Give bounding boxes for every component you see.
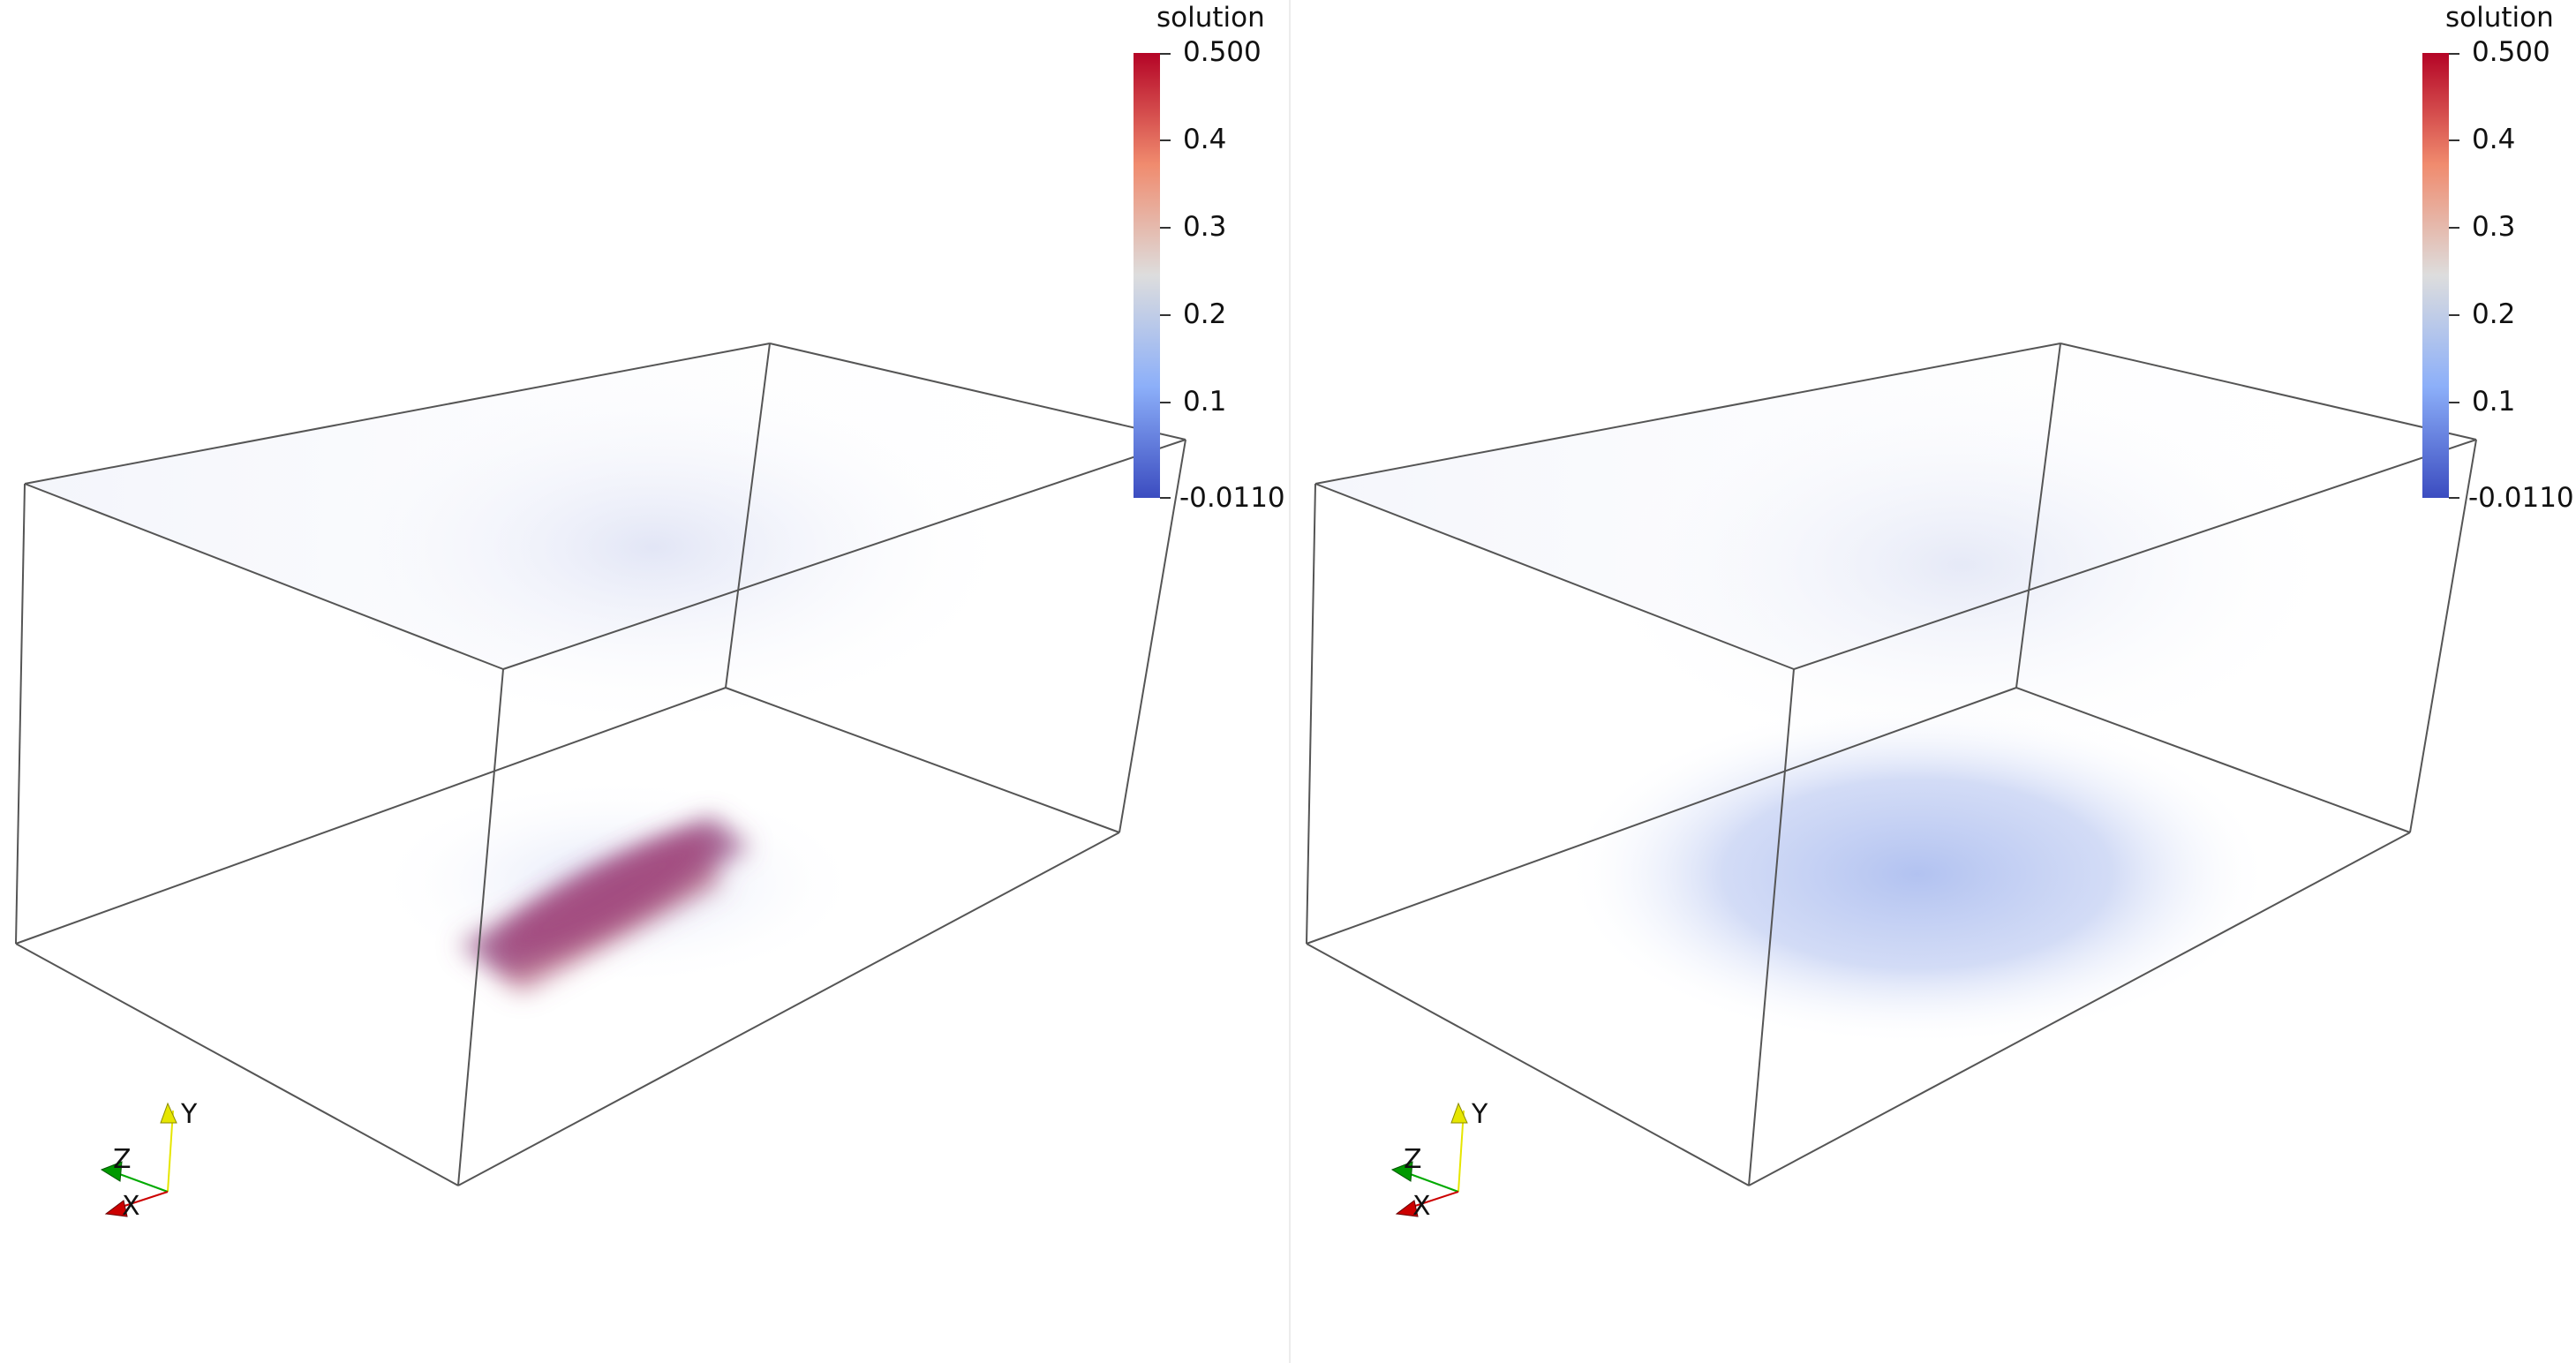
x-axis-arrow-icon bbox=[1395, 1200, 1419, 1217]
colorbar-tick bbox=[1160, 227, 1171, 229]
colorbar-label: 0.1 bbox=[2472, 386, 2516, 418]
colorbar-title: solution bbox=[2445, 2, 2554, 34]
colorbar-tick bbox=[2449, 53, 2459, 55]
colorbar-label: 0.2 bbox=[1183, 298, 1227, 330]
y-axis-arrow-icon bbox=[160, 1102, 177, 1124]
colorbar-tick bbox=[1160, 402, 1171, 403]
y-axis-label: Y bbox=[1471, 1099, 1488, 1130]
haze-region bbox=[282, 362, 1024, 733]
orientation-axes: Y Z X bbox=[1390, 1099, 1488, 1222]
z-axis-label: Z bbox=[113, 1144, 132, 1175]
colorbar-tick bbox=[1160, 314, 1171, 316]
colorbar bbox=[2422, 53, 2449, 498]
x-axis-arrow-icon bbox=[104, 1200, 128, 1217]
colorbar-label-min: -0.0110 bbox=[1179, 482, 1285, 514]
colorbar-tick bbox=[2449, 139, 2459, 141]
z-axis-arrow-icon bbox=[100, 1161, 123, 1182]
colorbar-tick bbox=[1160, 53, 1171, 55]
z-axis-arrow-icon bbox=[1390, 1161, 1413, 1182]
haze-region bbox=[1573, 362, 2350, 768]
colorbar-label: 0.3 bbox=[2472, 211, 2516, 243]
z-axis-label: Z bbox=[1404, 1144, 1422, 1175]
y-axis-arrow-icon bbox=[1450, 1102, 1468, 1124]
z-axis-line bbox=[114, 1171, 169, 1193]
colorbar-tick bbox=[2449, 497, 2459, 499]
x-axis-line bbox=[1409, 1191, 1459, 1209]
colorbar-label: 0.1 bbox=[1183, 386, 1227, 418]
volume-render-right: Y Z X bbox=[1306, 343, 2477, 1222]
render-view-right[interactable]: Y Z X solution 0.500 0.4 0.3 0.2 0.1 -0.… bbox=[1291, 0, 2576, 1363]
colorbar-tick bbox=[1160, 497, 1171, 499]
colorbar bbox=[1134, 53, 1160, 498]
x-axis-line bbox=[118, 1191, 169, 1209]
colorbar-label-min: -0.0110 bbox=[2468, 482, 2574, 514]
bounding-box bbox=[15, 343, 1186, 1186]
render-view-left[interactable]: Y Z X solution 0.500 0.4 0.3 0.2 0.1 -0.… bbox=[0, 0, 1289, 1363]
y-axis-line bbox=[167, 1110, 174, 1193]
y-axis-label: Y bbox=[180, 1099, 198, 1130]
colorbar-tick bbox=[2449, 227, 2459, 229]
colorbar-label: 0.4 bbox=[1183, 124, 1227, 155]
view-divider[interactable] bbox=[1289, 0, 1291, 1363]
y-axis-line bbox=[1457, 1110, 1465, 1193]
colorbar-tick bbox=[2449, 402, 2459, 403]
colorbar-tick bbox=[1160, 139, 1171, 141]
volume-render-left: Y Z X bbox=[15, 343, 1186, 1222]
colorbar-tick bbox=[2449, 314, 2459, 316]
colorbar-title: solution bbox=[1156, 2, 1265, 34]
colorbar-label: 0.4 bbox=[2472, 124, 2516, 155]
z-axis-line bbox=[1405, 1171, 1459, 1193]
orientation-axes: Y Z X bbox=[100, 1099, 198, 1222]
bounding-box bbox=[1306, 343, 2477, 1186]
colorbar-label: 0.3 bbox=[1183, 211, 1227, 243]
colorbar-label-max: 0.500 bbox=[2472, 36, 2550, 68]
solution-blob-core bbox=[494, 832, 715, 960]
x-axis-label: X bbox=[1412, 1191, 1431, 1222]
solution-blob bbox=[1564, 702, 2271, 1046]
x-axis-label: X bbox=[122, 1191, 140, 1222]
colorbar-label: 0.2 bbox=[2472, 298, 2516, 330]
colorbar-label-max: 0.500 bbox=[1183, 36, 1262, 68]
